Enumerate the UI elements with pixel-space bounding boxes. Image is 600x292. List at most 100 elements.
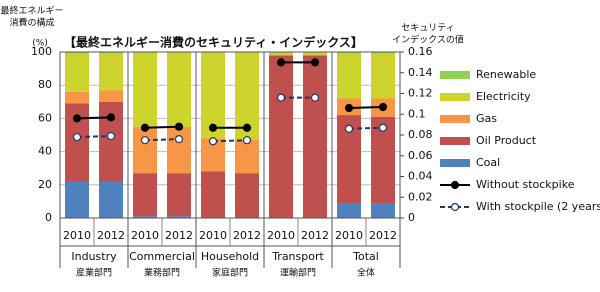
group-label-ja: 家庭部門 — [212, 267, 248, 279]
index-line — [144, 138, 180, 142]
bar-segment — [269, 52, 293, 56]
bar-segment — [167, 173, 191, 217]
legend-swatch — [440, 71, 470, 79]
group-label: Industry — [71, 250, 117, 263]
bar-segment — [167, 52, 191, 127]
index-marker — [174, 122, 184, 131]
legend-label: Oil Product — [476, 134, 537, 147]
group-label: Commercial — [129, 250, 195, 263]
group-label-ja: 産業部門 — [76, 267, 112, 279]
legend-label: Without stockpike — [476, 178, 575, 191]
y-tick-label: 20 — [38, 178, 52, 191]
x-tick-label: 2012 — [165, 229, 193, 242]
bar-segment — [99, 53, 123, 91]
index-marker — [140, 123, 150, 132]
index-marker — [276, 93, 286, 102]
index-line — [348, 126, 384, 130]
legend-label: Renewable — [476, 68, 536, 81]
legend-label: With stockpile (2 years) — [476, 200, 600, 213]
bar-segment — [303, 52, 327, 56]
bar-segment — [99, 90, 123, 102]
legend-swatch — [440, 93, 470, 101]
y2-tick-label: 0 — [408, 211, 415, 224]
index-line — [144, 125, 180, 129]
index-line — [348, 105, 384, 110]
x-tick-label: 2012 — [233, 229, 261, 242]
y2-label: セキュリティ — [401, 23, 454, 34]
group-label: Total — [352, 250, 379, 263]
legend-swatch — [440, 115, 470, 123]
bar-segment — [337, 53, 361, 99]
x-tick-label: 2012 — [301, 229, 329, 242]
bar-segment — [133, 216, 157, 218]
x-tick-label: 2010 — [335, 229, 363, 242]
x-tick-label: 2012 — [369, 229, 397, 242]
index-marker — [140, 136, 150, 145]
index-line — [76, 116, 112, 120]
x-tick-label: 2010 — [199, 229, 227, 242]
y2-label: インデックスの値 — [392, 34, 464, 46]
x-tick-label: 2012 — [97, 229, 125, 242]
index-marker — [208, 123, 218, 132]
y2-tick-label: 0.16 — [408, 45, 433, 58]
bar-segment — [167, 216, 191, 218]
group-label: Transport — [271, 250, 324, 263]
bar-segment — [201, 171, 225, 218]
bar-segment — [371, 53, 395, 99]
y-tick-label: 0 — [45, 211, 52, 224]
legend-swatch — [440, 159, 470, 167]
legend-marker — [450, 180, 460, 190]
y2-tick-label: 0.14 — [408, 66, 433, 79]
index-marker — [106, 113, 116, 122]
bar-segment — [235, 173, 259, 218]
y-unit: (%) — [32, 39, 48, 49]
bar-segment — [303, 55, 327, 218]
index-marker — [208, 137, 218, 146]
bar-segment — [65, 52, 89, 54]
index-marker — [106, 131, 116, 141]
y-tick-label: 80 — [38, 78, 52, 91]
index-marker — [276, 58, 286, 67]
y-tick-label: 100 — [31, 45, 52, 58]
index-marker — [242, 136, 252, 145]
y2-tick-label: 0.06 — [408, 149, 433, 162]
bar-segment — [371, 203, 395, 218]
legend-label: Gas — [476, 112, 497, 125]
bar-segment — [133, 173, 157, 217]
legend-marker — [450, 202, 460, 212]
bar-segment — [99, 181, 123, 218]
bar-segment — [337, 203, 361, 218]
y-tick-label: 60 — [38, 111, 52, 124]
bar-segment — [133, 52, 157, 127]
group-label-ja: 運輸部門 — [280, 267, 316, 279]
index-marker — [378, 102, 388, 112]
bar-segment — [371, 52, 395, 54]
index-marker — [378, 123, 388, 132]
index-line — [212, 139, 248, 143]
bar-segment — [99, 52, 123, 54]
y-label: 最終エネルギー — [0, 5, 63, 17]
index-marker — [310, 93, 320, 102]
y2-tick-label: 0.02 — [408, 190, 433, 203]
bar-segment — [133, 126, 157, 174]
bar-segment — [337, 52, 361, 54]
x-tick-label: 2010 — [63, 229, 91, 242]
index-marker — [72, 132, 82, 142]
group-label-ja: 全体 — [357, 267, 375, 279]
y-label: 消費の構成 — [9, 17, 54, 29]
x-tick-label: 2010 — [267, 229, 295, 242]
index-line — [76, 135, 112, 139]
bar-segment — [167, 126, 191, 174]
group-label-ja: 業務部門 — [144, 267, 180, 279]
bar-segment — [65, 53, 89, 92]
chart-title: 【最終エネルギー消費のセキュリティ・インデックス】 — [64, 35, 363, 50]
y-tick-label: 40 — [38, 145, 52, 158]
y2-tick-label: 0.12 — [408, 87, 433, 100]
x-tick-label: 2010 — [131, 229, 159, 242]
bar-segment — [269, 55, 293, 218]
y2-tick-label: 0.04 — [408, 170, 433, 183]
bar-segment — [65, 91, 89, 104]
legend-label: Coal — [476, 156, 500, 169]
index-marker — [72, 114, 82, 123]
